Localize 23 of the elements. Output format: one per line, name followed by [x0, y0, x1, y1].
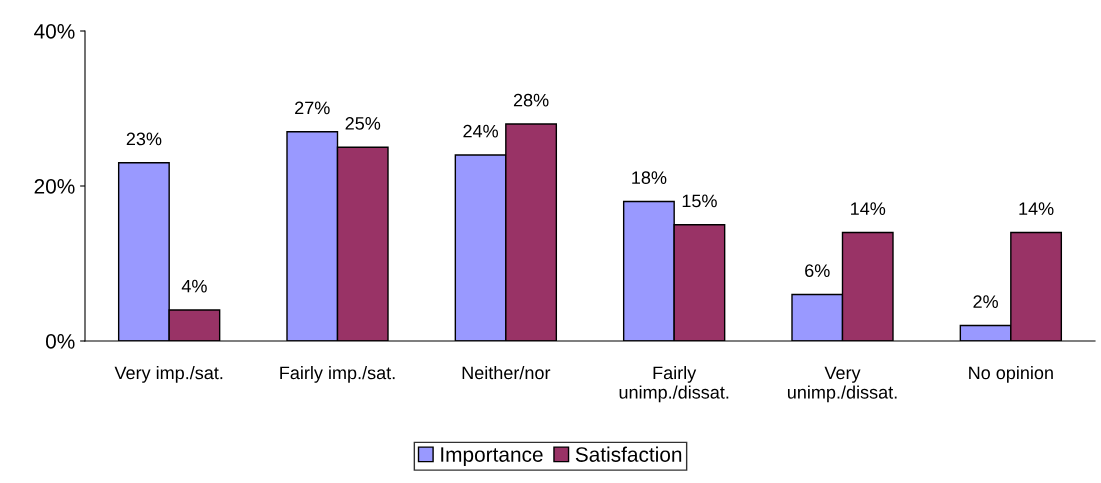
data-label: 18%	[632, 171, 667, 185]
x-tick-label: Fairly unimp./dissat.	[619, 366, 729, 403]
x-tick-label: Very unimp./dissat.	[787, 366, 897, 403]
data-label: 14%	[851, 202, 886, 215]
data-label: 27%	[295, 101, 330, 115]
data-label: 15%	[682, 194, 717, 208]
data-label: 24%	[463, 124, 499, 138]
x-tick-label: No opinion	[969, 366, 1053, 383]
y-tick-label: 40%	[34, 24, 75, 39]
data-label: 14%	[1019, 202, 1054, 215]
legend-label: Satisfaction	[575, 446, 682, 462]
x-tick-label: Fairly imp./sat.	[280, 366, 395, 383]
data-label: 23%	[126, 132, 162, 146]
data-label: 2%	[973, 295, 998, 308]
data-label: 25%	[345, 117, 381, 130]
data-label: 28%	[513, 93, 549, 107]
x-tick-label: Very imp./sat.	[114, 366, 223, 383]
data-label: 6%	[805, 264, 830, 278]
data-label: 4%	[181, 279, 207, 293]
x-tick-label: Neither/nor	[462, 366, 551, 380]
y-tick-label: 0%	[45, 334, 75, 349]
legend-label: Importance	[441, 447, 543, 466]
y-tick-label: 20%	[34, 179, 75, 194]
